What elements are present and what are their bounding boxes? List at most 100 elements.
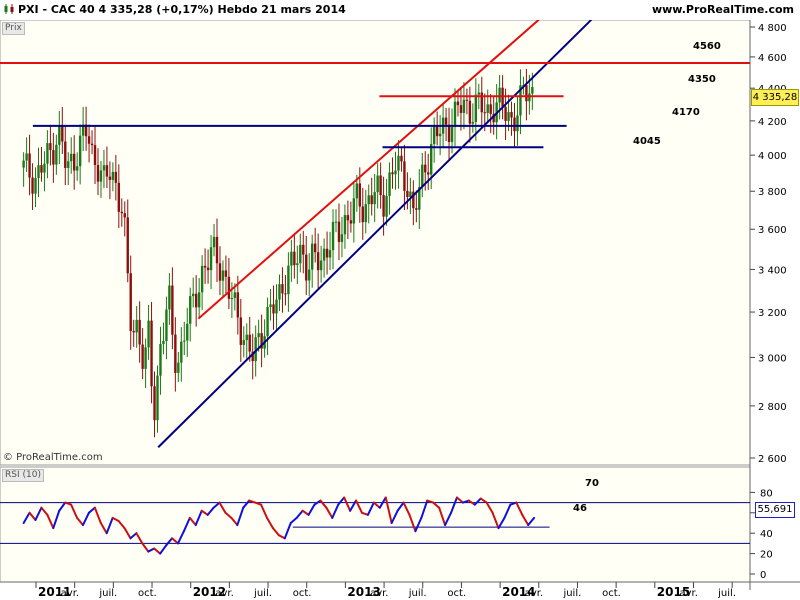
candle-body (278, 284, 281, 300)
candle-body (349, 220, 353, 224)
rsi-segment (271, 527, 280, 537)
candle-body (418, 187, 421, 210)
candle-body (462, 99, 466, 113)
candle-body (61, 125, 64, 142)
rsi-segment (64, 501, 73, 506)
candle-body (346, 215, 350, 221)
rsi-segment (218, 501, 227, 514)
rsi-segment (242, 499, 251, 509)
candle-body (93, 145, 97, 165)
candle-body (165, 309, 168, 341)
rsi-segment (455, 496, 464, 504)
candle-body (305, 254, 308, 281)
candle-body (438, 133, 442, 137)
rsi-segment (105, 516, 114, 535)
rsi-segment (390, 509, 399, 524)
rsi-segment (46, 513, 55, 530)
candle-body (379, 175, 382, 196)
candle-body (49, 143, 52, 151)
candle-body (322, 248, 326, 261)
candle-body (400, 155, 403, 162)
candle-body (236, 292, 240, 318)
candle-body (52, 150, 55, 165)
rsi-segment (153, 547, 162, 555)
rsi-segment (331, 503, 340, 519)
rsi-segment (117, 519, 126, 530)
candle-body (308, 269, 311, 281)
rsi-segment (461, 499, 470, 504)
x-tick-label: 2011 (38, 585, 71, 599)
rsi-segment (248, 499, 257, 504)
x-tick-label: juil. (717, 588, 736, 599)
candle-body (507, 112, 510, 121)
rsi-segment (171, 537, 179, 545)
candle-body (531, 87, 534, 94)
candle-body (427, 172, 430, 175)
rsi-segment (408, 513, 417, 533)
price-tick-label: 2 600 (758, 454, 787, 465)
level-label-4350: 4350 (688, 74, 716, 85)
candle-body (382, 195, 385, 217)
candle-body (180, 341, 183, 363)
candle-body (28, 153, 31, 178)
candle-body (46, 143, 49, 164)
candle-body (444, 117, 448, 125)
candle-body (456, 101, 460, 106)
last-price-badge: 4 335,28 (751, 89, 799, 106)
candle-body (483, 112, 486, 114)
x-tick-label: juil. (98, 588, 117, 599)
rsi-segment (194, 509, 203, 527)
rsi-segment (129, 532, 138, 540)
price-tick-label: 4 200 (758, 117, 787, 128)
candles (22, 68, 534, 438)
candle-body (43, 163, 46, 173)
candle-body (370, 195, 373, 205)
rsi-segment (200, 509, 209, 516)
candle-body (78, 135, 82, 167)
candle-body (310, 243, 314, 270)
level-label-4170: 4170 (672, 107, 700, 118)
candle-body (87, 136, 91, 144)
candle-body (465, 99, 469, 101)
candle-body (471, 121, 475, 124)
candle-body (64, 141, 67, 168)
rsi-segment (313, 499, 322, 506)
rsi-segment (366, 501, 375, 516)
rsi-segment (450, 496, 458, 514)
rsi-segment (236, 506, 245, 527)
level-label-4045: 4045 (633, 136, 661, 147)
rsi-segment (277, 534, 286, 540)
candle-body (138, 319, 141, 345)
rsi-segment (28, 511, 37, 521)
candle-body (132, 331, 135, 333)
candle-body (459, 105, 463, 113)
candle-body (156, 375, 159, 421)
site-link[interactable]: www.ProRealTime.com (651, 3, 794, 16)
candle-body (510, 112, 513, 118)
candle-body (302, 244, 305, 255)
candle-body (367, 195, 370, 205)
candle-body (191, 293, 195, 297)
candle-body (296, 263, 299, 266)
x-tick-label: 2012 (193, 585, 226, 599)
rsi-segment (509, 501, 518, 506)
candle-body (421, 164, 424, 188)
candle-body (260, 333, 263, 349)
rsi-segment (479, 497, 488, 504)
x-tick-label: 2014 (502, 585, 535, 599)
rsi-segment (355, 499, 363, 514)
x-tick-label: juil. (562, 588, 581, 599)
candle-body (72, 153, 76, 171)
candle-body (272, 304, 275, 314)
candle-body (397, 155, 400, 171)
rsi-segment (426, 499, 435, 504)
candle-body (254, 337, 257, 362)
candle-body (194, 293, 198, 308)
candle-body (364, 204, 367, 223)
price-panel (0, 19, 751, 466)
candle-body (337, 221, 341, 242)
rsi-segment (473, 497, 482, 506)
x-tick-label: oct. (447, 588, 466, 599)
candle-body (159, 343, 162, 376)
